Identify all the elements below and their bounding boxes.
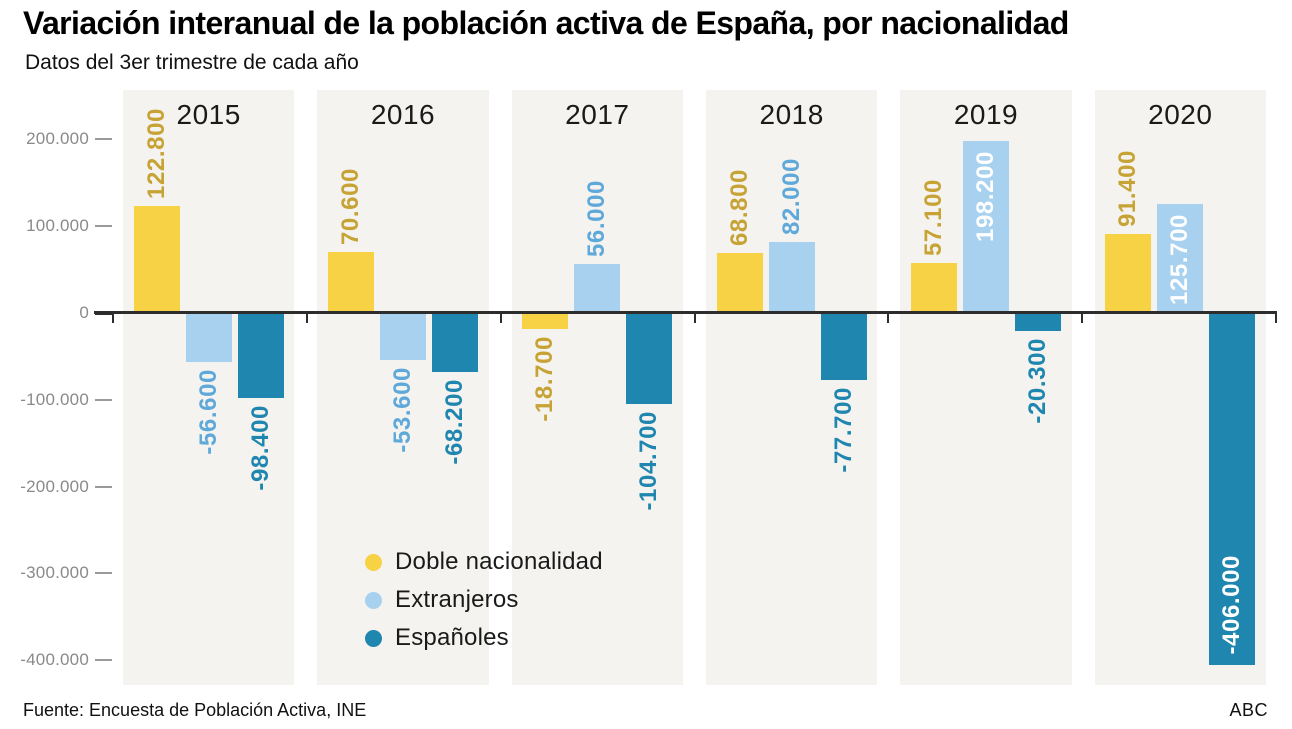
bar-value-label: 82.000 bbox=[777, 157, 805, 235]
y-tick-label: -100.000 bbox=[20, 389, 89, 409]
y-tick-mark bbox=[95, 138, 112, 141]
legend-item-espanoles: Españoles bbox=[365, 624, 603, 652]
bar-value-label: -20.300 bbox=[1023, 338, 1051, 424]
bar-value-label: -68.200 bbox=[440, 379, 468, 465]
bar-value-label: -53.600 bbox=[388, 367, 416, 453]
y-tick: -200.000 bbox=[20, 476, 112, 498]
year-panels: 2015 122.800 -56.600 -98.400 2016 70.600 -53.6… bbox=[112, 90, 1277, 685]
bar-value-label: 125.700 bbox=[1166, 214, 1194, 305]
y-tick-mark bbox=[95, 398, 112, 401]
bar-value-label: 122.800 bbox=[142, 108, 170, 199]
year-panel-2015: 2015 122.800 -56.600 -98.400 bbox=[123, 90, 295, 685]
chart-header: Variación interanual de la población act… bbox=[23, 5, 1272, 75]
bar-value-label: -56.600 bbox=[194, 369, 222, 455]
legend-swatch-icon bbox=[365, 591, 382, 609]
bar-doble-nacionalidad bbox=[910, 263, 957, 313]
plot-area: 2015 122.800 -56.600 -98.400 2016 70.600 -53.6… bbox=[94, 90, 1277, 685]
bar-value-label: -98.400 bbox=[246, 405, 274, 491]
bar-value-label: 68.800 bbox=[725, 168, 753, 246]
bar-espanoles bbox=[1014, 313, 1061, 331]
year-panel-2018: 2018 68.800 82.000 -77.700 bbox=[705, 90, 878, 685]
bar-value-label: -77.700 bbox=[829, 387, 857, 473]
legend-item-doble-nacionalidad: Doble nacionalidad bbox=[365, 548, 603, 576]
bar-espanoles bbox=[820, 313, 867, 380]
bar-value-label: 70.600 bbox=[336, 167, 364, 245]
y-axis: 200.000 100.000 0 -100.000 -200.000 -300.000 -… bbox=[0, 90, 112, 685]
bar-extranjeros bbox=[768, 242, 815, 313]
bar-espanoles bbox=[237, 313, 284, 398]
y-tick: 200.000 bbox=[26, 128, 112, 150]
bar-value-label: -104.700 bbox=[635, 411, 663, 511]
chart-subtitle: Datos del 3er trimestre de cada año bbox=[25, 51, 359, 74]
year-panel-2017: 2017 -18.700 56.000 -104.700 bbox=[511, 90, 683, 685]
year-label: 2015 bbox=[176, 99, 241, 130]
y-tick: 100.000 bbox=[26, 215, 112, 237]
legend-label: Españoles bbox=[395, 624, 509, 651]
bar-espanoles bbox=[626, 313, 673, 404]
bar-value-label: -406.000 bbox=[1218, 555, 1246, 655]
source-note: Fuente: Encuesta de Población Activa, IN… bbox=[23, 700, 367, 720]
bar-extranjeros bbox=[1157, 204, 1204, 313]
bar-extranjeros bbox=[379, 313, 426, 360]
bar-value-label: 198.200 bbox=[971, 151, 999, 242]
bar-value-label: 56.000 bbox=[583, 179, 611, 257]
y-tick-label: 100.000 bbox=[26, 216, 89, 236]
bar-doble-nacionalidad bbox=[1105, 234, 1152, 313]
year-panel-2020: 2020 91.400 125.700 -406.000 bbox=[1094, 90, 1266, 685]
year-label: 2020 bbox=[1148, 99, 1213, 130]
brand-mark: ABC bbox=[1229, 700, 1268, 720]
year-panel-2016: 2016 70.600 -53.600 -68.200 bbox=[317, 90, 489, 685]
chart-area: 200.000 100.000 0 -100.000 -200.000 -300.000 -… bbox=[0, 90, 1292, 685]
bar-extranjeros bbox=[962, 141, 1009, 313]
y-tick: -300.000 bbox=[20, 562, 112, 584]
bar-value-label: 91.400 bbox=[1114, 149, 1142, 227]
legend-item-extranjeros: Extranjeros bbox=[365, 586, 603, 614]
y-tick-mark bbox=[95, 485, 112, 488]
chart-title: Variación interanual de la población act… bbox=[23, 5, 1069, 41]
bar-value-label: 57.100 bbox=[919, 178, 947, 256]
y-tick-label: -400.000 bbox=[20, 650, 89, 670]
year-label: 2019 bbox=[953, 99, 1019, 130]
bar-espanoles bbox=[1209, 313, 1256, 665]
y-tick: -100.000 bbox=[20, 389, 112, 411]
year-panel-2019: 2019 57.100 198.200 -20.300 bbox=[900, 90, 1072, 685]
legend-label: Extranjeros bbox=[395, 586, 519, 613]
bar-doble-nacionalidad bbox=[716, 253, 763, 313]
bar-extranjeros bbox=[574, 264, 621, 313]
y-tick-mark bbox=[95, 659, 112, 662]
bar-doble-nacionalidad bbox=[327, 252, 374, 313]
legend-swatch-icon bbox=[365, 553, 382, 571]
y-tick-mark bbox=[95, 225, 112, 228]
legend: Doble nacionalidad Extranjeros Españoles bbox=[365, 548, 603, 652]
y-tick: -400.000 bbox=[20, 649, 112, 671]
y-tick-mark bbox=[95, 572, 112, 575]
legend-swatch-icon bbox=[365, 629, 382, 647]
bar-value-label: -18.700 bbox=[531, 336, 559, 422]
year-label: 2017 bbox=[565, 99, 630, 130]
year-label: 2018 bbox=[759, 99, 824, 130]
y-tick-label: 200.000 bbox=[26, 129, 89, 149]
bar-doble-nacionalidad bbox=[522, 313, 569, 329]
bar-espanoles bbox=[431, 313, 478, 372]
legend-label: Doble nacionalidad bbox=[395, 548, 603, 575]
y-tick-label: -200.000 bbox=[20, 476, 89, 496]
chart-footer: Fuente: Encuesta de Población Activa, IN… bbox=[23, 700, 1268, 721]
year-label: 2016 bbox=[370, 99, 436, 130]
zero-axis-line bbox=[94, 311, 1277, 314]
bar-extranjeros bbox=[185, 313, 232, 362]
bar-doble-nacionalidad bbox=[133, 206, 180, 313]
y-tick-label: -300.000 bbox=[20, 563, 89, 583]
y-tick-label: 0 bbox=[79, 303, 89, 322]
